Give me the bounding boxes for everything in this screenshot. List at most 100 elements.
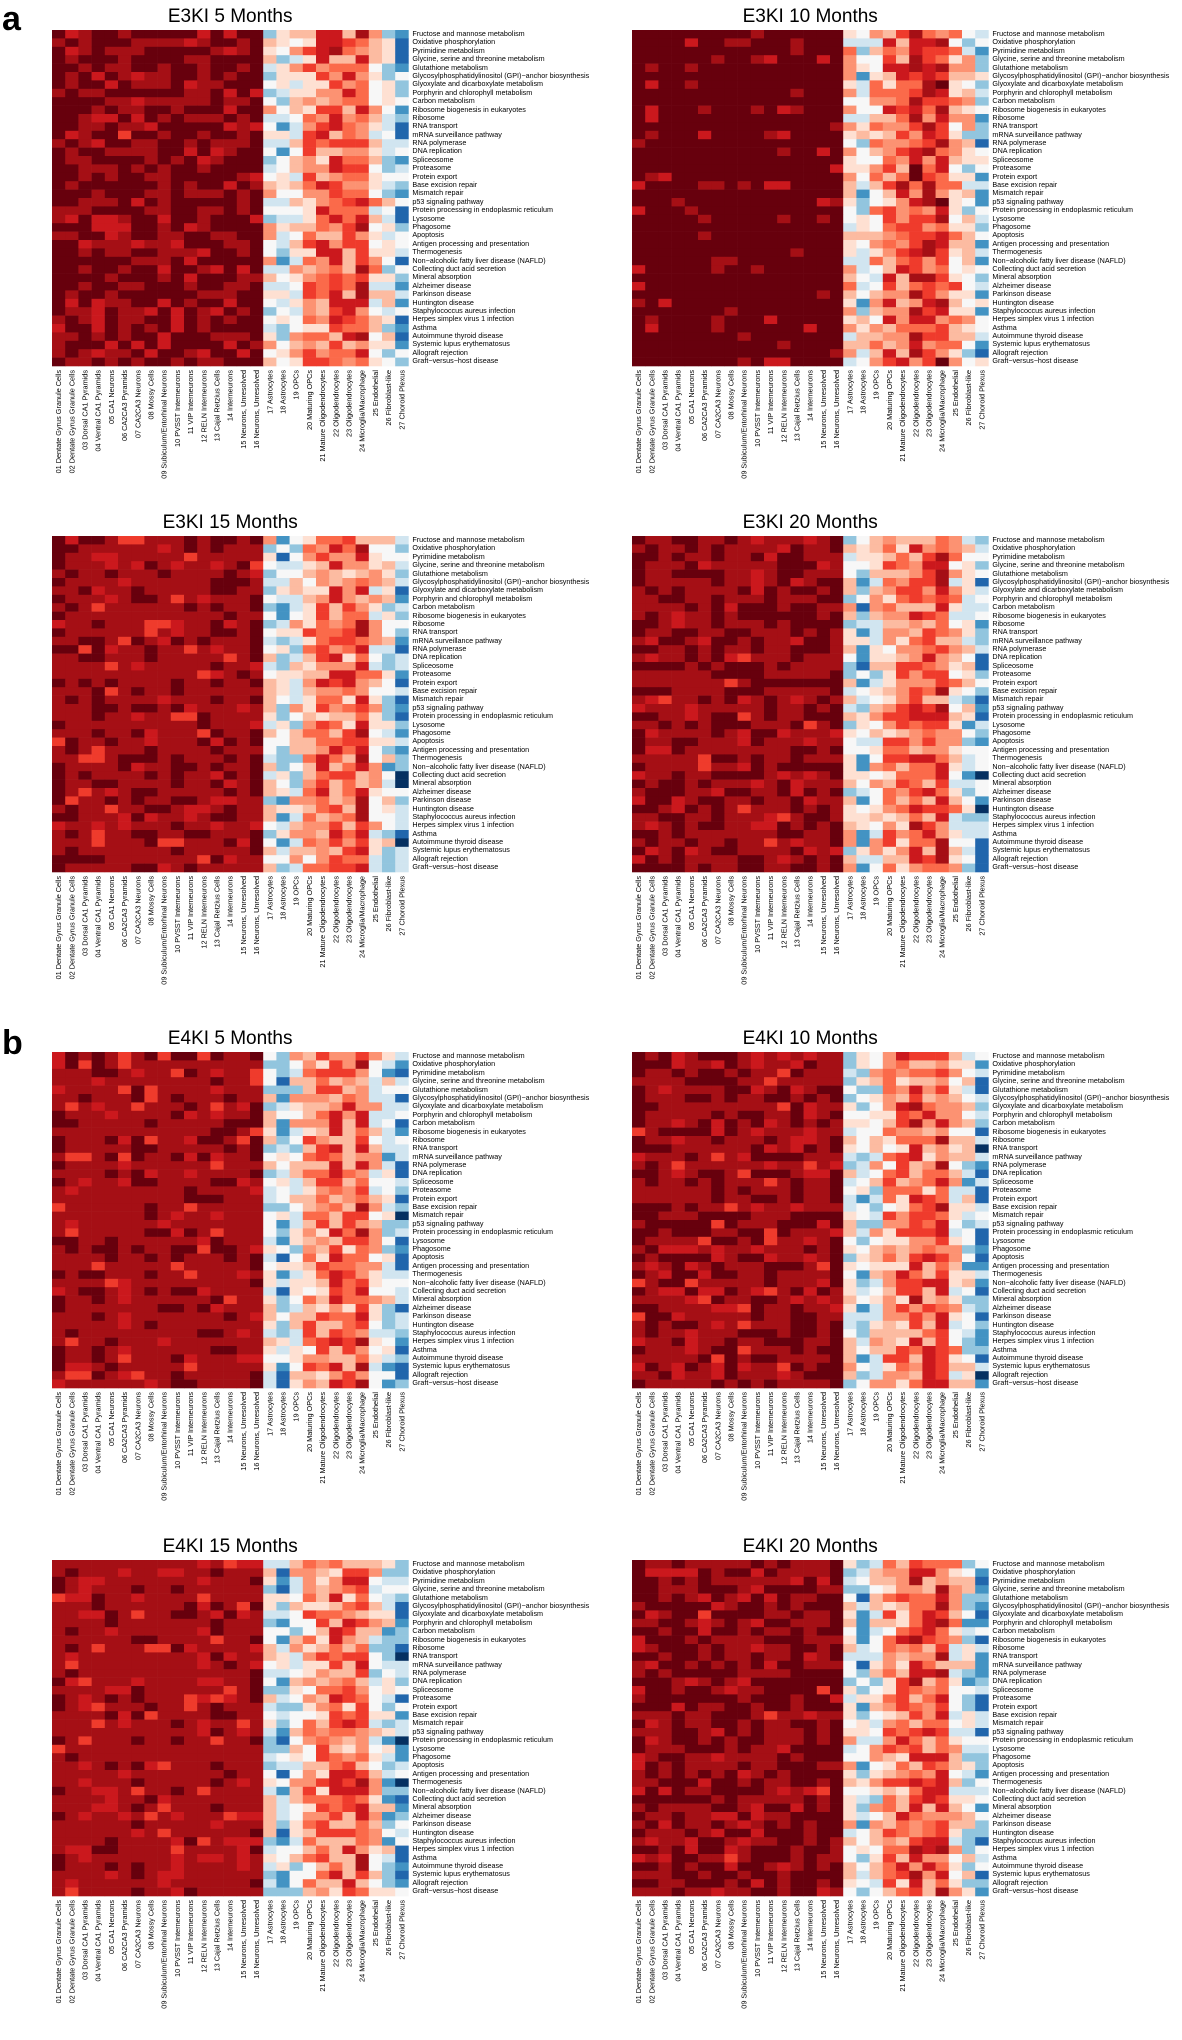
heatmap-cell <box>289 324 304 333</box>
heatmap-cell <box>684 105 699 115</box>
heatmap-cell <box>276 349 290 358</box>
heatmap-cell <box>302 544 317 554</box>
heatmap-cell <box>750 569 765 579</box>
heatmap-cell <box>263 198 277 207</box>
heatmap-cell <box>843 38 857 48</box>
heatmap-cell <box>355 687 370 696</box>
heatmap-cell <box>816 332 831 342</box>
heatmap-cell <box>869 248 884 258</box>
heatmap-cell <box>250 779 264 789</box>
heatmap-cell <box>750 620 765 629</box>
heatmap-cell <box>368 1077 383 1086</box>
heatmap-cell <box>803 611 818 621</box>
cell-type-labels: 01 Dentate Gyrus Granule Cells 02 Dentate… <box>634 876 986 985</box>
heatmap-cell <box>882 830 897 839</box>
heatmap-cell <box>250 1136 264 1145</box>
heatmap-cell <box>302 662 317 671</box>
heatmap-cell <box>118 695 132 705</box>
heatmap-cell <box>316 1127 330 1137</box>
heatmap-cell <box>236 678 251 688</box>
heatmap-cell <box>632 821 646 831</box>
heatmap-cell <box>263 536 277 545</box>
heatmap-cell <box>329 586 343 596</box>
heatmap-cell <box>184 88 198 98</box>
heatmap-cell <box>118 139 132 148</box>
heatmap-cell <box>830 248 844 258</box>
heatmap-cell <box>131 30 145 39</box>
heatmap-cell <box>843 796 857 806</box>
heatmap-cell <box>170 223 185 232</box>
heatmap-cell <box>816 838 831 848</box>
heatmap-cell <box>170 265 185 274</box>
heatmap-cell <box>91 620 106 629</box>
heatmap-cell <box>975 38 989 48</box>
heatmap-cell <box>355 122 370 132</box>
heatmap-cell <box>856 198 870 207</box>
heatmap-cell <box>289 1068 304 1078</box>
heatmap-cell <box>632 628 646 638</box>
heatmap-cell <box>830 63 844 73</box>
heatmap-cell <box>645 636 659 646</box>
heatmap-cell <box>52 130 66 140</box>
heatmap-cell <box>316 332 330 342</box>
heatmap-cell <box>962 55 976 64</box>
heatmap-cell <box>65 712 79 722</box>
heatmap-cell <box>882 712 897 722</box>
heatmap-cell <box>711 536 725 545</box>
heatmap-cell <box>368 332 383 342</box>
heatmap-cell <box>78 214 92 224</box>
heatmap-cell <box>65 796 79 806</box>
heatmap-cell <box>962 357 976 367</box>
heatmap-cell <box>65 536 79 545</box>
pathway-label: Ribosome <box>992 112 1025 122</box>
heatmap-cell <box>131 181 145 190</box>
heatmap-cell <box>803 771 818 780</box>
heatmap-cell <box>263 206 277 216</box>
heatmap-cell <box>737 332 752 342</box>
pathway-label: Oxidative phosphorylation <box>412 37 496 47</box>
heatmap-cell <box>882 256 897 266</box>
heatmap-cell <box>131 678 145 688</box>
heatmap-cell <box>790 687 804 696</box>
heatmap-cell <box>236 307 251 316</box>
heatmap-cell <box>197 662 211 671</box>
heatmap-cell <box>711 63 725 73</box>
heatmap-cell <box>355 855 370 864</box>
heatmap-cell <box>263 1127 277 1137</box>
heatmap-cell <box>882 821 897 831</box>
heatmap-cell <box>935 737 950 747</box>
heatmap-cell <box>909 821 923 831</box>
heatmap-cell <box>263 779 277 789</box>
pathway-label: Asthma <box>412 828 437 838</box>
heatmap-cell <box>671 603 686 612</box>
heatmap-cell <box>658 788 672 797</box>
heatmap-cell <box>382 114 396 123</box>
heatmap-cell <box>52 1152 66 1162</box>
heatmap-cell <box>118 611 132 621</box>
heatmap-cell <box>263 863 277 873</box>
heatmap-cell <box>289 30 304 39</box>
heatmap-cell <box>816 38 831 48</box>
heatmap-cell <box>711 315 725 325</box>
heatmap-cell <box>289 586 304 596</box>
heatmap-cell <box>909 796 923 806</box>
heatmap-cell <box>144 645 158 654</box>
heatmap-cell <box>698 712 712 722</box>
heatmap-cell <box>157 1094 172 1103</box>
heatmap-cell <box>777 704 791 713</box>
heatmap-cell <box>131 662 145 671</box>
heatmap-cell <box>52 349 66 358</box>
heatmap-cell <box>671 670 686 680</box>
heatmap-cell <box>882 130 897 140</box>
heatmap-cell <box>104 332 119 342</box>
heatmap-cell <box>869 611 884 621</box>
heatmap-cell <box>671 561 686 570</box>
heatmap-cell <box>197 1144 211 1154</box>
heatmap-cell <box>263 1144 277 1154</box>
heatmap-cell <box>843 695 857 705</box>
pathway-label: Staphylococcus aureus infection <box>992 811 1096 821</box>
pathway-label: Autoimmune thyroid disease <box>412 837 504 847</box>
heatmap-cell <box>632 704 646 713</box>
heatmap-cell <box>843 729 857 738</box>
heatmap-cell <box>962 762 976 772</box>
